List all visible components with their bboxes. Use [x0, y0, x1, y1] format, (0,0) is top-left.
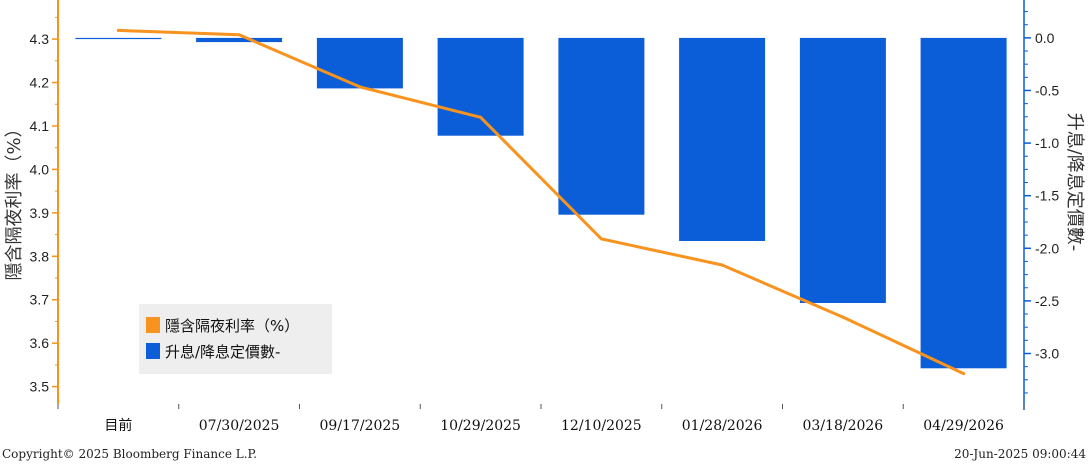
line-point-3 — [479, 115, 483, 119]
left-ticks: 3.5 3.6 3.7 3.8 3.9 4.0 4.1 4.2 4.3 — [30, 16, 58, 395]
x-tick-label-4: 12/10/2025 — [561, 418, 642, 434]
bar-7 — [920, 37, 1007, 369]
x-tick-label-6: 03/18/2026 — [803, 418, 884, 434]
line-point-7 — [962, 372, 966, 376]
legend-label-bar: 升息/降息定價數- — [165, 343, 280, 361]
right-axis-title: 升息/降息定價數- — [1064, 113, 1085, 252]
bar-2 — [316, 37, 403, 89]
line-point-4 — [599, 237, 603, 241]
line-point-1 — [237, 33, 241, 37]
x-ticks: 目前 07/30/2025 09/17/2025 10/29/2025 12/10/20… — [57, 404, 1025, 434]
right-tick-label-4: -2.0 — [1035, 240, 1059, 256]
left-tick-label-0: 3.5 — [30, 379, 50, 395]
x-tick-label-1: 07/30/2025 — [199, 418, 280, 434]
left-tick-label-6: 4.1 — [30, 118, 50, 134]
line-point-2 — [358, 85, 362, 89]
left-tick-label-1: 3.6 — [30, 335, 50, 351]
bar-1 — [196, 37, 283, 43]
bars-layer — [75, 37, 1007, 369]
bar-4 — [558, 37, 645, 215]
right-tick-label-3: -1.5 — [1035, 188, 1059, 204]
left-tick-label-3: 3.8 — [30, 248, 50, 264]
line-point-5 — [720, 263, 724, 267]
line-point-6 — [841, 315, 845, 319]
bar-0 — [75, 37, 162, 40]
legend-swatch-bar — [146, 343, 160, 359]
left-tick-label-5: 4.0 — [30, 161, 50, 177]
legend-swatch-line — [146, 317, 160, 333]
right-tick-label-6: -3.0 — [1035, 346, 1059, 362]
right-tick-label-0: 0.0 — [1035, 30, 1055, 46]
line-layer — [116, 28, 966, 376]
right-tick-label-5: -2.5 — [1035, 293, 1059, 309]
x-tick-label-5: 01/28/2026 — [682, 418, 763, 434]
bar-5 — [679, 37, 766, 242]
x-tick-label-7: 04/29/2026 — [923, 418, 1004, 434]
x-tick-label-0: 目前 — [104, 417, 132, 434]
right-ticks: 0.0 -0.5 -1.0 -1.5 -2.0 -2.5 -3.0 — [1024, 11, 1059, 394]
left-axis-title: 隱含隔夜利率（%） — [4, 119, 25, 280]
x-tick-label-2: 09/17/2025 — [320, 418, 401, 434]
x-tick-label-3: 10/29/2025 — [440, 418, 521, 434]
left-tick-label-2: 3.7 — [30, 292, 50, 308]
bar-6 — [799, 37, 886, 304]
line-point-0 — [116, 28, 120, 32]
legend-label-line: 隱含隔夜利率（%） — [165, 317, 299, 335]
left-tick-label-8: 4.3 — [30, 31, 50, 47]
right-tick-label-1: -0.5 — [1035, 82, 1059, 98]
line-series — [116, 28, 966, 376]
right-tick-label-2: -1.0 — [1035, 135, 1059, 151]
timestamp-text: 20-Jun-2025 09:00:44 — [954, 447, 1086, 461]
copyright-text: Copyright© 2025 Bloomberg Finance L.P. — [2, 447, 257, 461]
left-tick-label-7: 4.2 — [30, 75, 50, 91]
legend-box — [139, 304, 332, 374]
legend: 隱含隔夜利率（%） 升息/降息定價數- — [139, 304, 332, 374]
left-tick-label-4: 3.9 — [30, 205, 50, 221]
bar-3 — [437, 37, 524, 136]
